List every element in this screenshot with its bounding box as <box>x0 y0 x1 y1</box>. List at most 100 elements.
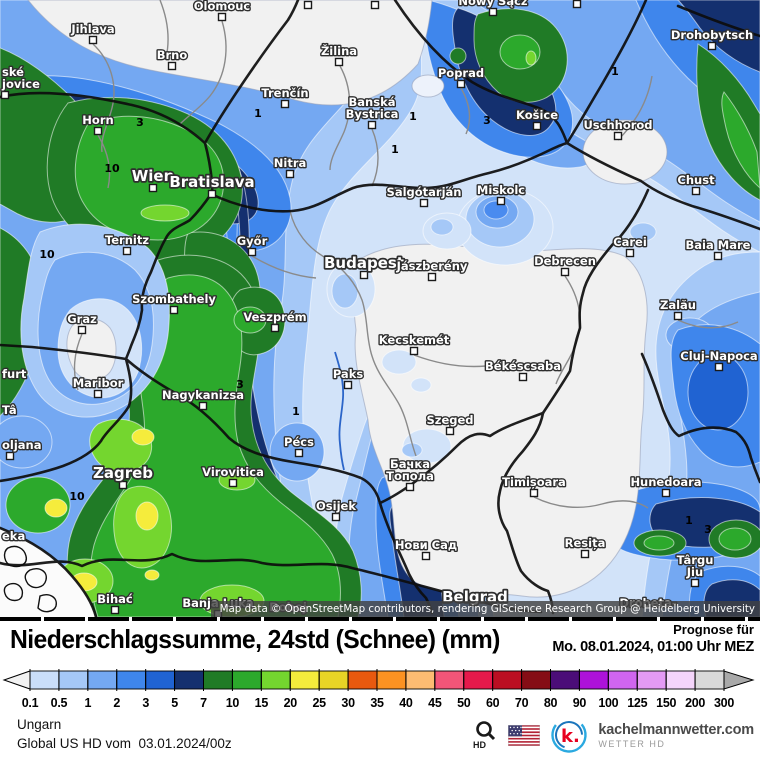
city-label: Топола <box>386 469 434 483</box>
legend-color-step <box>58 670 89 690</box>
city-marker <box>572 0 582 9</box>
legend-color-step <box>318 670 349 690</box>
forecast-info: Prognose für Mo. 08.01.2024, 01:00 Uhr M… <box>552 622 754 655</box>
city: Jihlava <box>69 21 116 45</box>
city: Veszprém <box>242 309 308 333</box>
city-marker <box>532 121 542 131</box>
map-attribution: Map data © OpenStreetMap contributors, r… <box>210 601 760 617</box>
city: Bihać <box>96 591 134 615</box>
city: Paks <box>331 366 365 390</box>
city-label: Trenčín <box>261 86 308 100</box>
legend-tick-label: 200 <box>685 696 705 710</box>
city-marker <box>496 196 506 206</box>
city: Bratislava <box>168 171 256 199</box>
city-marker <box>673 311 683 321</box>
city: Košice <box>515 107 560 131</box>
city-marker <box>198 401 208 411</box>
zoom-hd-icon: HD <box>473 720 496 750</box>
legend-tick-label: 150 <box>656 696 676 710</box>
city-marker <box>118 480 128 490</box>
city-marker <box>247 247 257 257</box>
city-label: Cluj-Napoca <box>680 349 757 363</box>
city: Maribor <box>71 375 125 399</box>
city-label: Nowy Sącz <box>458 0 528 8</box>
brand-text: kachelmannwetter.com WETTER HD <box>598 722 754 749</box>
city: Budapest <box>322 252 406 280</box>
legend-tick-label: 0.1 <box>22 696 39 710</box>
legend-color-step <box>405 670 436 690</box>
legend-arrow-left <box>2 670 31 690</box>
city-marker <box>405 482 415 492</box>
contour-label: 3 <box>483 114 491 127</box>
city-label: furt <box>2 367 27 381</box>
legend-tick-label: 7 <box>200 696 207 710</box>
kachelmann-logo: k. <box>551 717 588 753</box>
forecast-label: Prognose für <box>673 622 754 637</box>
city-marker <box>707 41 717 51</box>
city-label: Jihlava <box>70 22 114 36</box>
legend-color-step <box>521 670 551 690</box>
city-marker <box>93 126 103 136</box>
city-marker <box>228 478 238 488</box>
city-label: Olomouc <box>194 0 251 13</box>
city: Poprad <box>436 65 486 89</box>
legend-tick-label: 0.5 <box>51 696 68 710</box>
city-marker <box>560 267 570 277</box>
city-label: Salgótarján <box>387 185 462 199</box>
city-label: Resița <box>565 536 606 550</box>
legend-color-step <box>463 670 494 690</box>
city: Virovitica <box>201 464 265 488</box>
city: Hunedoara <box>629 474 703 498</box>
legend-tick-label: 40 <box>399 696 413 710</box>
city: Zagreb <box>91 462 155 490</box>
city-marker <box>456 79 466 89</box>
city-label: Wien <box>132 167 175 185</box>
city: Nagykanizsa <box>161 387 245 411</box>
city-marker <box>0 90 10 100</box>
city-marker <box>167 61 177 71</box>
city-label: Győr <box>237 234 268 248</box>
city-marker <box>488 7 498 17</box>
weather-map[interactable]: 3 1 10 1 3 1 1 10 3 1 10 1 3 Jihlava Olomouc Brno Nowy S… <box>0 0 760 617</box>
city-label: Osijek <box>316 499 356 513</box>
city-label: Carei <box>613 235 647 249</box>
city-label: Horn <box>82 113 113 127</box>
legend-color-step <box>636 670 667 690</box>
city-marker <box>217 12 227 22</box>
legend-tick-label: 5 <box>171 696 178 710</box>
city-marker <box>285 169 295 179</box>
model-run-label: Global US HD vom 03.01.2024/00z <box>17 736 232 751</box>
city: Olomouc <box>192 0 252 22</box>
legend-color-step <box>347 670 378 690</box>
city-label: oljana <box>2 438 42 452</box>
legend-tick-label: 20 <box>284 696 298 710</box>
city-marker <box>169 305 179 315</box>
city: Győr <box>235 233 269 257</box>
legend-panel: Niederschlagssumme, 24std (Schnee) (mm) … <box>0 621 760 760</box>
city-marker <box>445 426 455 436</box>
city-label: Pécs <box>284 435 314 449</box>
legend-tick-label: 300 <box>714 696 734 710</box>
city-marker <box>367 120 377 130</box>
city: Chust <box>676 172 716 196</box>
city: Békéscsaba <box>484 358 562 382</box>
city: Salgótarján <box>385 184 463 208</box>
city-marker <box>359 270 369 280</box>
city: Nitra <box>272 155 308 179</box>
city-label: Zalău <box>660 298 696 312</box>
legend-color-step <box>665 670 696 690</box>
city: furt <box>1 366 29 383</box>
city: Trenčín <box>260 85 310 109</box>
legend-tick-label: 80 <box>544 696 558 710</box>
city-label: Drohobytsch <box>671 28 753 42</box>
contour-label: 3 <box>236 378 244 391</box>
color-scale: 0.1 0.5 1 2 3 5 7 10 15 20 25 30 35 40 45 50 60 70 80 90 100… <box>2 669 755 710</box>
city-label: jovice <box>1 77 40 91</box>
city-label: Banská <box>349 95 396 109</box>
city-marker <box>714 362 724 372</box>
city-marker <box>93 389 103 399</box>
city: Uschhorod <box>582 117 654 141</box>
city-label: Chust <box>677 173 715 187</box>
city-label: eka <box>2 529 25 543</box>
legend-tick-label: 70 <box>515 696 529 710</box>
